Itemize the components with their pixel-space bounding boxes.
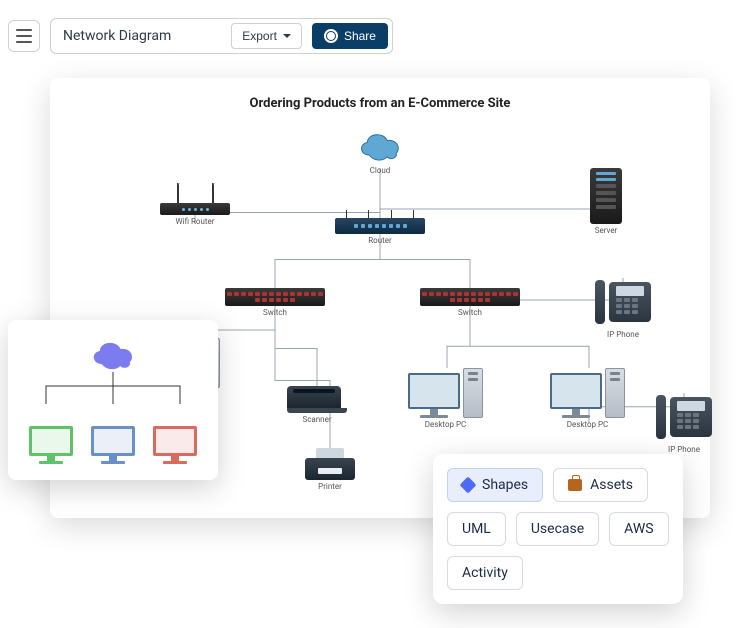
inset-monitor-2 [153,426,197,464]
inset-cloud-icon [85,336,141,372]
inset-monitor-1 [91,426,135,464]
inset-lines [18,372,208,412]
export-label: Export [242,29,277,43]
node-wifi[interactable]: Wifi Router [160,183,230,226]
node-desktop1[interactable]: Desktop PC [408,368,483,429]
share-button[interactable]: Share [312,23,388,49]
node-switch2[interactable]: Switch [420,288,520,317]
chip-label: Activity [462,565,508,581]
inset-monitor-0 [29,426,73,464]
node-scanner[interactable]: Scanner [287,386,347,424]
globe-icon [324,29,338,43]
shapes-panel: Shapes Assets UML Usecase AWS Activity [433,454,683,604]
share-label: Share [344,29,376,43]
node-label-server: Server [590,226,622,235]
chip-label: AWS [624,521,653,537]
inset-card[interactable] [8,320,218,480]
node-label-phone2: IP Phone [656,445,712,454]
node-printer[interactable]: Printer [305,448,355,491]
node-label-switch1: Switch [225,308,325,317]
node-phone2[interactable]: IP Phone [656,393,712,454]
diagram-title[interactable]: Network Diagram [63,28,171,44]
chip-aws[interactable]: AWS [609,512,668,546]
node-router[interactable]: Router [335,210,425,245]
menu-button[interactable] [8,20,40,52]
chip-shapes[interactable]: Shapes [447,468,543,502]
chip-activity[interactable]: Activity [447,556,523,590]
title-container: Network Diagram Export Share [50,18,393,54]
diamond-icon [460,477,477,494]
canvas-title: Ordering Products from an E-Commerce Sit… [50,78,710,121]
node-label-printer: Printer [305,482,355,491]
node-label-wifi: Wifi Router [160,217,230,226]
node-server[interactable]: Server [590,168,622,235]
node-label-phone1: IP Phone [595,330,651,339]
chip-label: UML [462,521,491,537]
chevron-down-icon [283,34,291,38]
node-cloud[interactable]: Cloud [350,128,410,175]
node-label-router: Router [335,236,425,245]
node-label-switch2: Switch [420,308,520,317]
export-button[interactable]: Export [231,23,302,49]
node-label-scanner: Scanner [287,415,347,424]
node-switch1[interactable]: Switch [225,288,325,317]
toolbar: Network Diagram Export Share [8,18,393,54]
node-phone1[interactable]: IP Phone [595,278,651,339]
chip-label: Shapes [482,477,528,493]
chip-usecase[interactable]: Usecase [516,512,599,546]
inset-monitor-row [29,426,197,464]
briefcase-icon [568,479,582,491]
chip-label: Usecase [531,521,584,537]
chip-uml[interactable]: UML [447,512,506,546]
node-label-cloud: Cloud [350,166,410,175]
chip-assets[interactable]: Assets [553,468,648,502]
node-desktop2[interactable]: Desktop PC [550,368,625,429]
chip-label: Assets [590,477,633,493]
node-label-desktop2: Desktop PC [550,420,625,429]
node-label-desktop1: Desktop PC [408,420,483,429]
